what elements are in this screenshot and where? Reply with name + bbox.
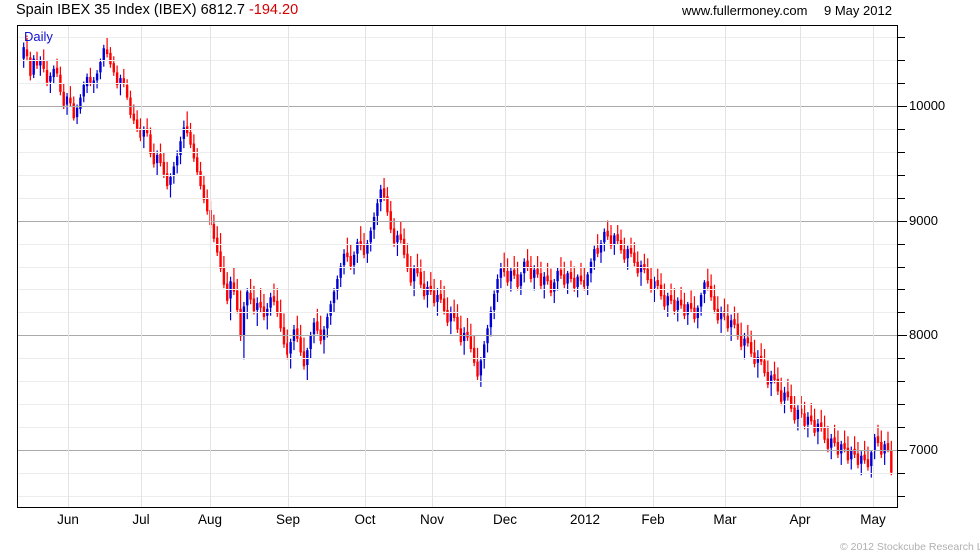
y-axis-tick bbox=[898, 404, 905, 405]
gridline-minor bbox=[18, 289, 897, 290]
y-axis-label: 8000 bbox=[909, 327, 938, 342]
y-axis-label: 10000 bbox=[909, 98, 946, 113]
y-axis-tick bbox=[898, 244, 905, 245]
y-axis-tick bbox=[898, 289, 905, 290]
x-axis-label: Oct bbox=[354, 512, 376, 527]
gridline-vertical bbox=[505, 26, 506, 507]
gridline-minor bbox=[18, 60, 897, 61]
x-axis-label: May bbox=[860, 512, 886, 527]
gridline-minor bbox=[18, 175, 897, 176]
y-axis-tick bbox=[898, 175, 905, 176]
y-axis-tick bbox=[898, 198, 905, 199]
x-axis-label: Apr bbox=[789, 512, 811, 527]
y-axis-label: 7000 bbox=[909, 442, 938, 457]
y-axis-tick bbox=[898, 496, 905, 497]
gridline-minor bbox=[18, 427, 897, 428]
y-axis-tick bbox=[898, 60, 905, 61]
x-axis-label: Aug bbox=[197, 512, 223, 527]
y-axis-tick bbox=[898, 37, 905, 38]
gridline-vertical bbox=[288, 26, 289, 507]
gridline-major bbox=[18, 450, 897, 451]
gridline-minor bbox=[18, 37, 897, 38]
gridline-minor bbox=[18, 496, 897, 497]
price-change: -194.20 bbox=[248, 2, 299, 18]
y-axis-tick bbox=[898, 358, 905, 359]
gridline-minor bbox=[18, 129, 897, 130]
gridline-vertical bbox=[873, 26, 874, 507]
gridline-minor bbox=[18, 404, 897, 405]
x-axis-label: Jun bbox=[57, 512, 79, 527]
gridline-minor bbox=[18, 381, 897, 382]
y-axis-label: 9000 bbox=[909, 213, 938, 228]
y-axis-tick bbox=[898, 106, 907, 107]
gridline-vertical bbox=[800, 26, 801, 507]
y-axis-tick bbox=[898, 221, 907, 222]
gridline-vertical bbox=[141, 26, 142, 507]
source-website: www.fullermoney.com bbox=[682, 3, 808, 18]
gridline-vertical bbox=[585, 26, 586, 507]
x-axis-label: Nov bbox=[419, 512, 445, 527]
gridline-vertical bbox=[365, 26, 366, 507]
y-axis-tick bbox=[898, 152, 905, 153]
y-axis-tick bbox=[898, 83, 905, 84]
y-axis-tick bbox=[898, 129, 905, 130]
gridline-vertical bbox=[725, 26, 726, 507]
gridline-major bbox=[18, 106, 897, 107]
y-axis-tick bbox=[898, 450, 907, 451]
gridline-vertical bbox=[432, 26, 433, 507]
gridline-minor bbox=[18, 198, 897, 199]
chart-date: 9 May 2012 bbox=[824, 3, 892, 18]
y-axis-tick bbox=[898, 267, 905, 268]
timeframe-label: Daily bbox=[24, 29, 53, 44]
chart-plot-area[interactable]: Daily bbox=[17, 25, 898, 508]
gridline-vertical bbox=[210, 26, 211, 507]
gridline-minor bbox=[18, 152, 897, 153]
gridline-minor bbox=[18, 244, 897, 245]
gridline-minor bbox=[18, 267, 897, 268]
gridline-minor bbox=[18, 312, 897, 313]
y-axis-tick bbox=[898, 427, 905, 428]
y-axis-tick bbox=[898, 381, 905, 382]
gridline-minor bbox=[18, 83, 897, 84]
x-axis-label: Mar bbox=[713, 512, 737, 527]
x-axis-label: Sep bbox=[275, 512, 301, 527]
copyright-notice: © 2012 Stockcube Research Ltd bbox=[840, 541, 980, 553]
y-axis-tick bbox=[898, 473, 905, 474]
page-title: Spain IBEX 35 Index (IBEX) 6812.7 -194.2… bbox=[16, 2, 298, 18]
instrument-title: Spain IBEX 35 Index (IBEX) 6812.7 bbox=[16, 2, 245, 18]
gridline-major bbox=[18, 221, 897, 222]
x-axis-label: 2012 bbox=[569, 512, 601, 527]
y-axis-tick bbox=[898, 335, 907, 336]
gridline-vertical bbox=[68, 26, 69, 507]
x-axis-label: Feb bbox=[641, 512, 665, 527]
x-axis-label: Jul bbox=[132, 512, 150, 527]
gridline-minor bbox=[18, 358, 897, 359]
x-axis-label: Dec bbox=[492, 512, 518, 527]
y-axis-tick bbox=[898, 312, 905, 313]
gridline-minor bbox=[18, 473, 897, 474]
gridline-major bbox=[18, 335, 897, 336]
gridline-vertical bbox=[653, 26, 654, 507]
